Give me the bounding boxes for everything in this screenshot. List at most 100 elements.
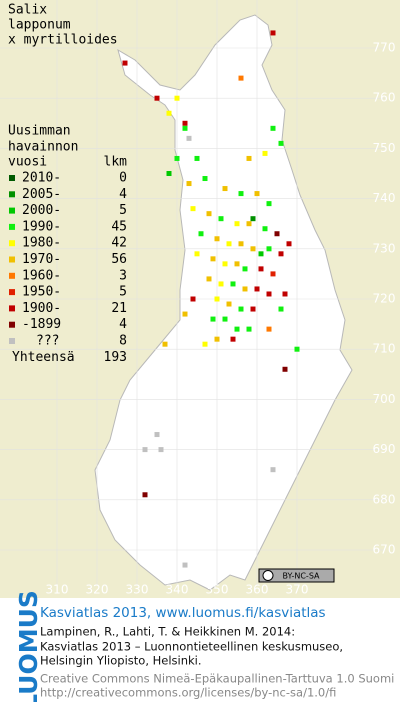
record	[246, 326, 252, 332]
record	[226, 241, 232, 247]
record	[278, 251, 284, 257]
legend-heading: vuosi	[8, 155, 47, 170]
record	[206, 276, 212, 282]
record	[174, 155, 180, 161]
title: Salix	[8, 3, 47, 18]
legend-count: 45	[111, 219, 127, 234]
record	[270, 30, 276, 36]
finland-outline	[94, 14, 353, 591]
record	[166, 171, 172, 176]
record	[222, 316, 228, 322]
record	[234, 326, 240, 332]
record	[182, 311, 188, 317]
y-tick-label: 700	[373, 392, 396, 406]
legend-count: 5	[119, 285, 127, 300]
record	[182, 120, 188, 126]
y-tick-label: 720	[373, 292, 396, 306]
total-label: Yhteensä	[12, 350, 75, 365]
license-badge-text: BY-NC-SA	[282, 572, 320, 581]
citation: Lampinen, R., Lahti, T. & Heikkinen M. 2…	[40, 625, 295, 639]
license-text: Creative Commons Nimeä-Epäkaupallinen-Ta…	[40, 672, 394, 686]
legend-count: 4	[119, 317, 127, 332]
record	[254, 191, 260, 197]
legend-swatch	[9, 272, 15, 279]
x-tick-label: 310	[46, 583, 69, 597]
legend-label: -1899	[22, 317, 61, 332]
record	[182, 125, 188, 131]
record	[234, 261, 240, 267]
x-tick-label: 370	[286, 583, 309, 597]
y-tick-label: 730	[373, 241, 396, 255]
x-tick-label: 350	[206, 583, 229, 597]
legend-label: 1900-	[22, 301, 61, 316]
record	[158, 447, 164, 453]
record	[230, 336, 236, 342]
record	[142, 492, 148, 498]
record	[182, 562, 188, 568]
legend-label: 1980-	[22, 236, 61, 251]
legend-label: 2005-	[22, 187, 61, 202]
record	[250, 246, 256, 252]
record	[154, 432, 160, 438]
record	[238, 191, 244, 197]
legend-count: 0	[119, 171, 127, 186]
record	[282, 366, 288, 372]
legend-heading: lkm	[104, 155, 128, 170]
record	[282, 291, 288, 297]
license-text: http://creativecommons.org/licenses/by-n…	[40, 686, 336, 700]
legend-swatch	[9, 321, 15, 328]
legend-heading: Uusimman	[8, 124, 71, 139]
record	[214, 336, 220, 342]
record	[286, 241, 292, 247]
record	[278, 306, 284, 312]
record	[194, 155, 200, 161]
legend-swatch	[9, 223, 15, 230]
y-tick-label: 760	[373, 91, 396, 105]
citation: Helsingin Yliopisto, Helsinki.	[40, 654, 202, 668]
record	[250, 306, 256, 312]
record	[142, 447, 148, 453]
record	[270, 125, 276, 131]
x-tick-label: 330	[126, 583, 149, 597]
record	[266, 201, 272, 207]
record	[278, 140, 284, 146]
legend-count: 42	[111, 236, 127, 251]
record	[246, 155, 252, 161]
legend-swatch	[9, 240, 15, 247]
legend-swatch	[9, 305, 15, 312]
y-tick-label: 690	[373, 442, 396, 456]
legend-label: 2000-	[22, 203, 61, 218]
record	[226, 301, 232, 307]
record	[202, 176, 208, 182]
record	[238, 306, 244, 312]
record	[194, 251, 200, 257]
legend-heading: havainnon	[8, 140, 78, 155]
record	[266, 246, 272, 252]
citation: Kasviatlas 2013 – Luonnontieteellinen ke…	[40, 640, 343, 654]
legend-count: 4	[119, 187, 127, 202]
record	[166, 110, 172, 116]
record	[294, 346, 300, 352]
legend-count: 8	[119, 334, 127, 349]
x-tick-label: 340	[166, 583, 189, 597]
y-tick-label: 670	[373, 543, 396, 557]
record	[198, 231, 204, 237]
legend-swatch	[9, 191, 15, 198]
legend-count: 5	[119, 203, 127, 218]
legend-label: ???	[36, 334, 59, 349]
record	[242, 266, 248, 272]
record	[222, 186, 228, 192]
record	[154, 95, 160, 101]
legend-count: 21	[111, 301, 127, 316]
record	[186, 181, 192, 187]
legend-swatch	[9, 256, 15, 263]
logo: LUOMUS	[14, 590, 43, 702]
y-tick-label: 680	[373, 492, 396, 506]
legend-label: 1990-	[22, 219, 61, 234]
record	[122, 60, 128, 66]
record	[266, 291, 272, 297]
legend-count: 3	[119, 268, 127, 283]
